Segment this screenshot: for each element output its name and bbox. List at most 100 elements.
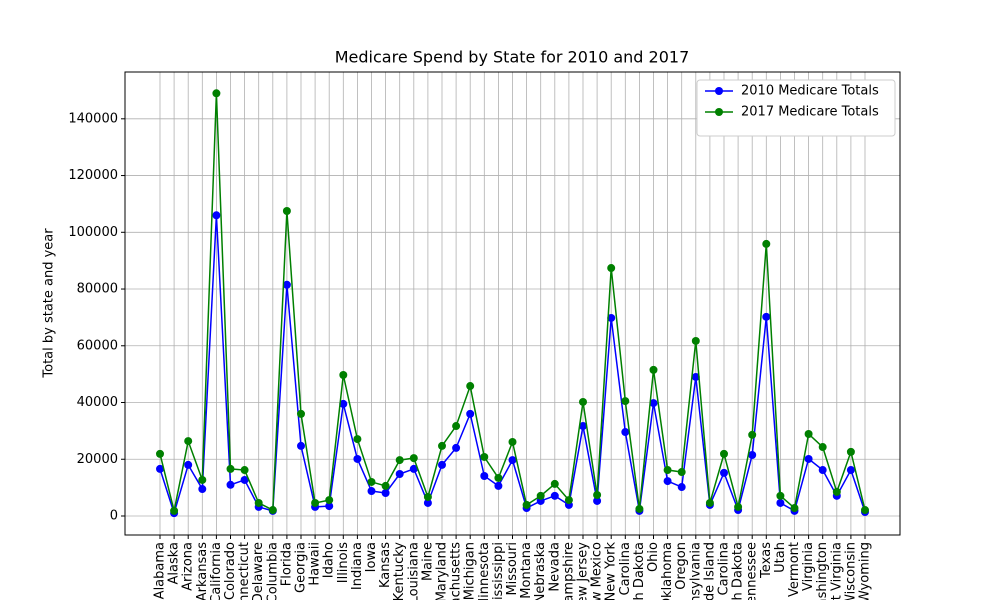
data-point — [818, 466, 827, 475]
data-point — [226, 464, 235, 473]
x-tick-label: Maine — [420, 542, 435, 581]
data-point — [494, 473, 503, 482]
data-point — [311, 498, 320, 507]
data-point — [466, 409, 475, 418]
x-tick-label: Vermont — [787, 542, 802, 597]
data-point — [790, 504, 799, 513]
data-point — [268, 506, 277, 515]
data-point — [762, 312, 771, 321]
x-tick-label: Delaware — [251, 542, 266, 600]
x-tick-label: Georgia — [294, 542, 309, 593]
data-point — [762, 239, 771, 248]
data-point — [184, 460, 193, 469]
legend-marker — [715, 87, 723, 95]
data-point — [339, 399, 348, 408]
data-point — [522, 500, 531, 509]
x-tick-label: California — [209, 542, 224, 600]
data-point — [381, 489, 390, 498]
data-point — [593, 496, 602, 505]
x-tick-label: Oregon — [674, 542, 689, 590]
x-tick-label: Washington — [815, 542, 830, 600]
x-tick-label: Ohio — [646, 542, 661, 572]
x-tick-label: New York — [604, 542, 619, 600]
data-point — [804, 454, 813, 463]
data-point — [748, 450, 757, 459]
data-point — [494, 481, 503, 490]
data-point — [395, 470, 404, 479]
data-point — [621, 397, 630, 406]
data-point — [156, 464, 164, 473]
data-point — [804, 430, 813, 439]
x-tick-label: New Jersey — [576, 542, 591, 600]
x-tick-label: Mississippi — [491, 542, 506, 600]
data-point — [226, 480, 235, 489]
x-tick-label: Kansas — [378, 542, 393, 588]
x-tick-label: Alabama — [153, 542, 168, 599]
data-point — [579, 422, 587, 431]
x-tick-label: Arkansas — [195, 542, 210, 600]
data-point — [381, 481, 390, 490]
data-point — [282, 207, 291, 216]
x-tick-label: Rhode Island — [702, 542, 717, 600]
data-point — [339, 370, 348, 379]
data-point — [677, 483, 686, 492]
data-point — [367, 487, 376, 496]
x-tick-label: Tennessee — [745, 542, 760, 600]
x-tick-label: Louisiana — [406, 542, 421, 600]
data-point — [198, 475, 207, 484]
y-tick-label: 20000 — [77, 452, 118, 467]
y-tick-label: 140000 — [68, 111, 118, 126]
data-point — [846, 447, 855, 456]
plot-frame — [124, 71, 901, 536]
legend-label: 2017 Medicare Totals — [741, 105, 879, 120]
x-tick-label: New Hampshire — [561, 542, 576, 600]
data-point — [353, 435, 362, 444]
data-point — [607, 264, 616, 273]
y-tick-label: 0 — [110, 508, 118, 523]
data-point — [423, 498, 432, 507]
y-tick-label: 80000 — [77, 282, 118, 297]
x-tick-label: Massachusetts — [449, 542, 464, 600]
data-point — [254, 498, 263, 507]
x-tick-label: North Dakota — [632, 542, 647, 600]
x-tick-label: Utah — [773, 542, 788, 573]
data-point — [691, 372, 700, 381]
x-tick-label: Arizona — [181, 542, 196, 591]
x-tick-label: Montana — [519, 542, 534, 599]
data-point — [325, 496, 334, 505]
data-point — [170, 506, 179, 515]
data-point — [423, 492, 432, 501]
data-point — [212, 211, 221, 220]
data-point — [846, 466, 855, 475]
data-point — [480, 452, 489, 461]
x-tick-label: South Dakota — [731, 542, 746, 600]
data-point — [663, 466, 672, 475]
data-point — [748, 430, 757, 439]
data-point — [861, 506, 869, 515]
x-tick-label: Oklahoma — [660, 542, 675, 600]
data-point — [720, 468, 728, 477]
x-tick-label: Texas — [759, 542, 774, 579]
data-point — [635, 504, 644, 513]
data-point — [607, 313, 616, 322]
chart-title: Medicare Spend by State for 2010 and 201… — [335, 48, 690, 67]
x-tick-label: Wisconsin — [843, 542, 858, 600]
data-point — [409, 454, 418, 463]
data-point — [508, 437, 517, 446]
data-point — [691, 336, 700, 345]
data-point — [297, 441, 305, 450]
data-point — [621, 428, 630, 437]
x-tick-label: North Carolina — [618, 542, 633, 600]
data-point — [776, 498, 785, 507]
x-tick-label: Missouri — [505, 542, 520, 596]
data-point — [579, 397, 587, 406]
legend-marker — [715, 108, 723, 116]
x-tick-label: Indiana — [350, 542, 365, 590]
data-point — [212, 89, 221, 98]
data-point — [705, 498, 714, 507]
x-tick-label: District of Columbia — [265, 542, 280, 600]
data-point — [776, 491, 785, 500]
data-point — [550, 479, 559, 488]
x-tick-label: Michigan — [463, 542, 478, 600]
